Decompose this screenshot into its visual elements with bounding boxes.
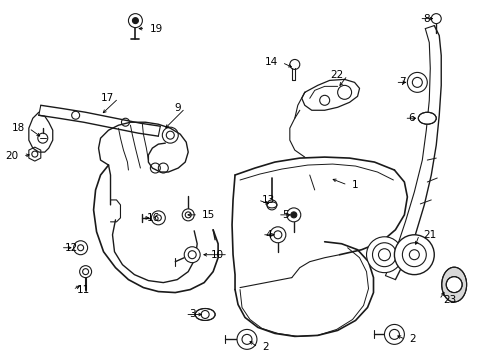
Text: 11: 11 <box>77 284 90 294</box>
Circle shape <box>408 250 419 260</box>
Circle shape <box>132 18 138 24</box>
Circle shape <box>182 209 194 221</box>
Ellipse shape <box>195 309 215 320</box>
Circle shape <box>269 227 285 243</box>
Circle shape <box>237 329 256 349</box>
Circle shape <box>394 235 433 275</box>
Text: 19: 19 <box>149 24 163 33</box>
Circle shape <box>184 247 200 263</box>
Text: 20: 20 <box>6 151 19 161</box>
Text: 16: 16 <box>146 213 159 223</box>
Circle shape <box>407 72 427 92</box>
Circle shape <box>430 14 440 24</box>
Text: 18: 18 <box>12 123 25 133</box>
Text: 21: 21 <box>423 230 436 240</box>
Text: 14: 14 <box>264 58 277 67</box>
Text: 23: 23 <box>442 294 455 305</box>
Circle shape <box>80 266 91 278</box>
Text: 8: 8 <box>423 14 429 24</box>
Circle shape <box>366 237 402 273</box>
Text: 2: 2 <box>408 334 415 345</box>
Circle shape <box>384 324 404 345</box>
Circle shape <box>151 211 165 225</box>
Circle shape <box>266 200 276 210</box>
Text: 5: 5 <box>281 210 288 220</box>
Text: 17: 17 <box>101 93 114 103</box>
Text: 15: 15 <box>202 210 215 220</box>
Text: 1: 1 <box>351 180 358 190</box>
Text: 10: 10 <box>210 250 224 260</box>
Text: 6: 6 <box>407 113 414 123</box>
Ellipse shape <box>441 267 466 302</box>
Ellipse shape <box>417 112 435 124</box>
Circle shape <box>74 241 87 255</box>
Text: 4: 4 <box>265 230 272 240</box>
Text: 9: 9 <box>174 103 181 113</box>
Circle shape <box>286 208 300 222</box>
Text: 22: 22 <box>330 71 343 80</box>
Text: 13: 13 <box>262 195 275 205</box>
Text: 2: 2 <box>262 342 268 352</box>
Text: 3: 3 <box>189 310 195 319</box>
Circle shape <box>128 14 142 28</box>
Text: 12: 12 <box>64 243 78 253</box>
Circle shape <box>290 212 296 218</box>
Circle shape <box>446 276 461 293</box>
Text: 7: 7 <box>399 77 405 87</box>
